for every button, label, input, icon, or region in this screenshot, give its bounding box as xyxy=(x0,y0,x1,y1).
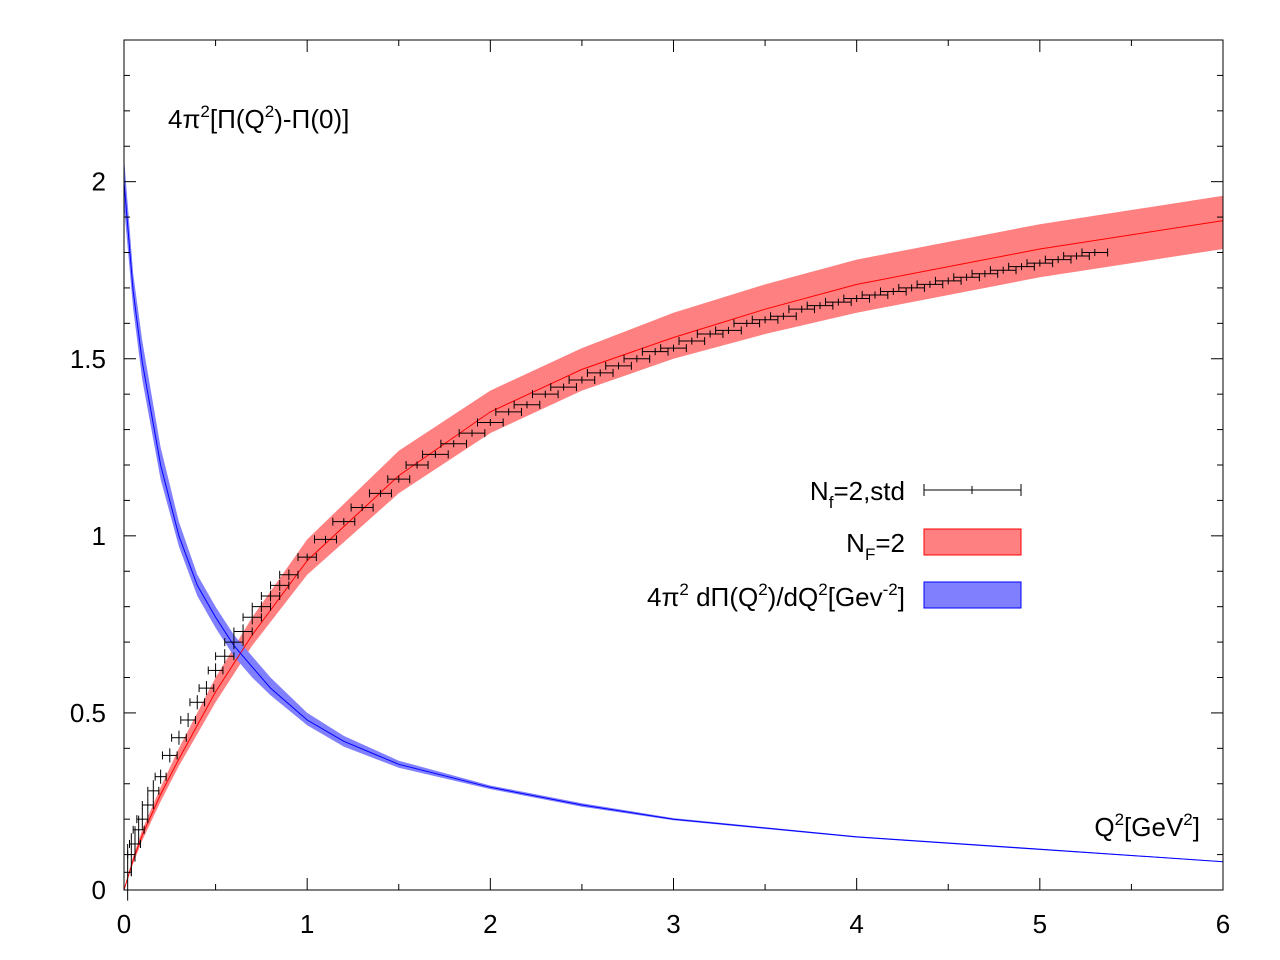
data-point xyxy=(898,283,925,292)
data-point xyxy=(495,407,522,416)
data-point xyxy=(297,553,317,562)
data-point xyxy=(1008,262,1035,271)
legend-label-nF2: NF=2 xyxy=(846,528,905,564)
points-layer xyxy=(123,248,1109,901)
data-point xyxy=(242,610,262,625)
data-point xyxy=(458,429,486,438)
data-point xyxy=(189,695,206,710)
data-point xyxy=(154,769,167,784)
data-point xyxy=(1063,252,1090,261)
bands-layer xyxy=(124,156,1223,891)
data-point xyxy=(368,489,392,498)
data-point xyxy=(641,347,669,356)
data-point xyxy=(971,269,999,278)
data-point xyxy=(531,390,559,399)
data-point xyxy=(825,298,852,307)
legend-label-nf2-std: Nf=2,std xyxy=(810,476,905,512)
data-point xyxy=(678,337,706,346)
tick-labels-layer: 0 1 2 3 4 5 6 0 0.5 1 1.5 2 xyxy=(70,167,1230,939)
data-point xyxy=(953,273,980,282)
y-tick-label: 0 xyxy=(92,875,106,905)
y-axis-label: 4π2[Π(Q2)-Π(0)] xyxy=(168,102,349,134)
y-tick-label: 2 xyxy=(92,167,106,197)
data-point xyxy=(586,368,614,377)
data-point xyxy=(660,344,687,353)
data-point xyxy=(147,780,160,802)
legend-swatch-errorbars xyxy=(923,484,1022,496)
data-point xyxy=(879,287,907,296)
y-tick-label: 0.5 xyxy=(70,698,106,728)
data-point xyxy=(770,312,797,321)
data-point xyxy=(270,580,290,591)
data-point xyxy=(1044,255,1072,264)
data-point xyxy=(260,590,281,602)
data-point xyxy=(215,649,235,664)
data-point xyxy=(405,461,429,469)
data-point xyxy=(440,439,468,448)
central-line-series-0 xyxy=(123,220,1224,891)
x-tick-label: 4 xyxy=(849,909,863,939)
data-point xyxy=(696,329,724,338)
x-axis-label: Q2[GeV2] xyxy=(1094,810,1200,842)
data-point xyxy=(207,663,224,678)
data-point xyxy=(477,418,504,427)
x-tick-label: 6 xyxy=(1216,909,1230,939)
x-tick-label: 0 xyxy=(117,909,131,939)
data-point xyxy=(422,450,449,459)
y-tick-label: 1.5 xyxy=(70,344,106,374)
lines-layer xyxy=(123,181,1224,891)
x-tick-label: 2 xyxy=(483,909,497,939)
data-point xyxy=(387,475,411,484)
legend: Nf=2,std NF=2 4π2 dΠ(Q2)/dQ2[Gev-2] xyxy=(647,476,1022,612)
data-point xyxy=(233,624,253,639)
data-point xyxy=(141,794,154,816)
data-point xyxy=(1081,248,1109,257)
data-point xyxy=(934,276,962,285)
data-point xyxy=(623,354,651,363)
data-point xyxy=(843,294,870,303)
data-point xyxy=(279,569,299,581)
data-point xyxy=(788,305,816,314)
data-point xyxy=(916,280,944,289)
data-point xyxy=(806,301,834,310)
data-point xyxy=(224,635,244,650)
data-point xyxy=(568,376,596,384)
band-series-0 xyxy=(124,195,1223,891)
data-point xyxy=(733,319,761,328)
data-point xyxy=(313,535,337,544)
legend-swatch-red-band xyxy=(923,528,1022,556)
data-point xyxy=(350,503,374,512)
data-point xyxy=(861,291,889,299)
data-point xyxy=(332,517,356,526)
data-point xyxy=(1026,259,1054,268)
data-point xyxy=(550,383,577,392)
data-point xyxy=(751,315,779,324)
x-tick-label: 1 xyxy=(300,909,314,939)
x-tick-label: 3 xyxy=(666,909,680,939)
legend-label-derivative: 4π2 dΠ(Q2)/dQ2[Gev-2] xyxy=(647,580,905,612)
legend-swatch-blue-band xyxy=(923,581,1022,609)
data-point xyxy=(198,681,215,696)
data-point xyxy=(989,266,1017,275)
data-point xyxy=(136,808,149,830)
data-point xyxy=(180,712,196,728)
data-point xyxy=(161,748,178,763)
x-tick-label: 5 xyxy=(1033,909,1047,939)
data-point xyxy=(513,400,541,409)
data-point xyxy=(715,326,742,335)
y-tick-label: 1 xyxy=(92,521,106,551)
data-point xyxy=(605,361,632,370)
central-line-series-1 xyxy=(123,181,1224,863)
data-point xyxy=(251,601,272,612)
ticks-layer xyxy=(123,39,1224,891)
data-point xyxy=(171,730,187,745)
